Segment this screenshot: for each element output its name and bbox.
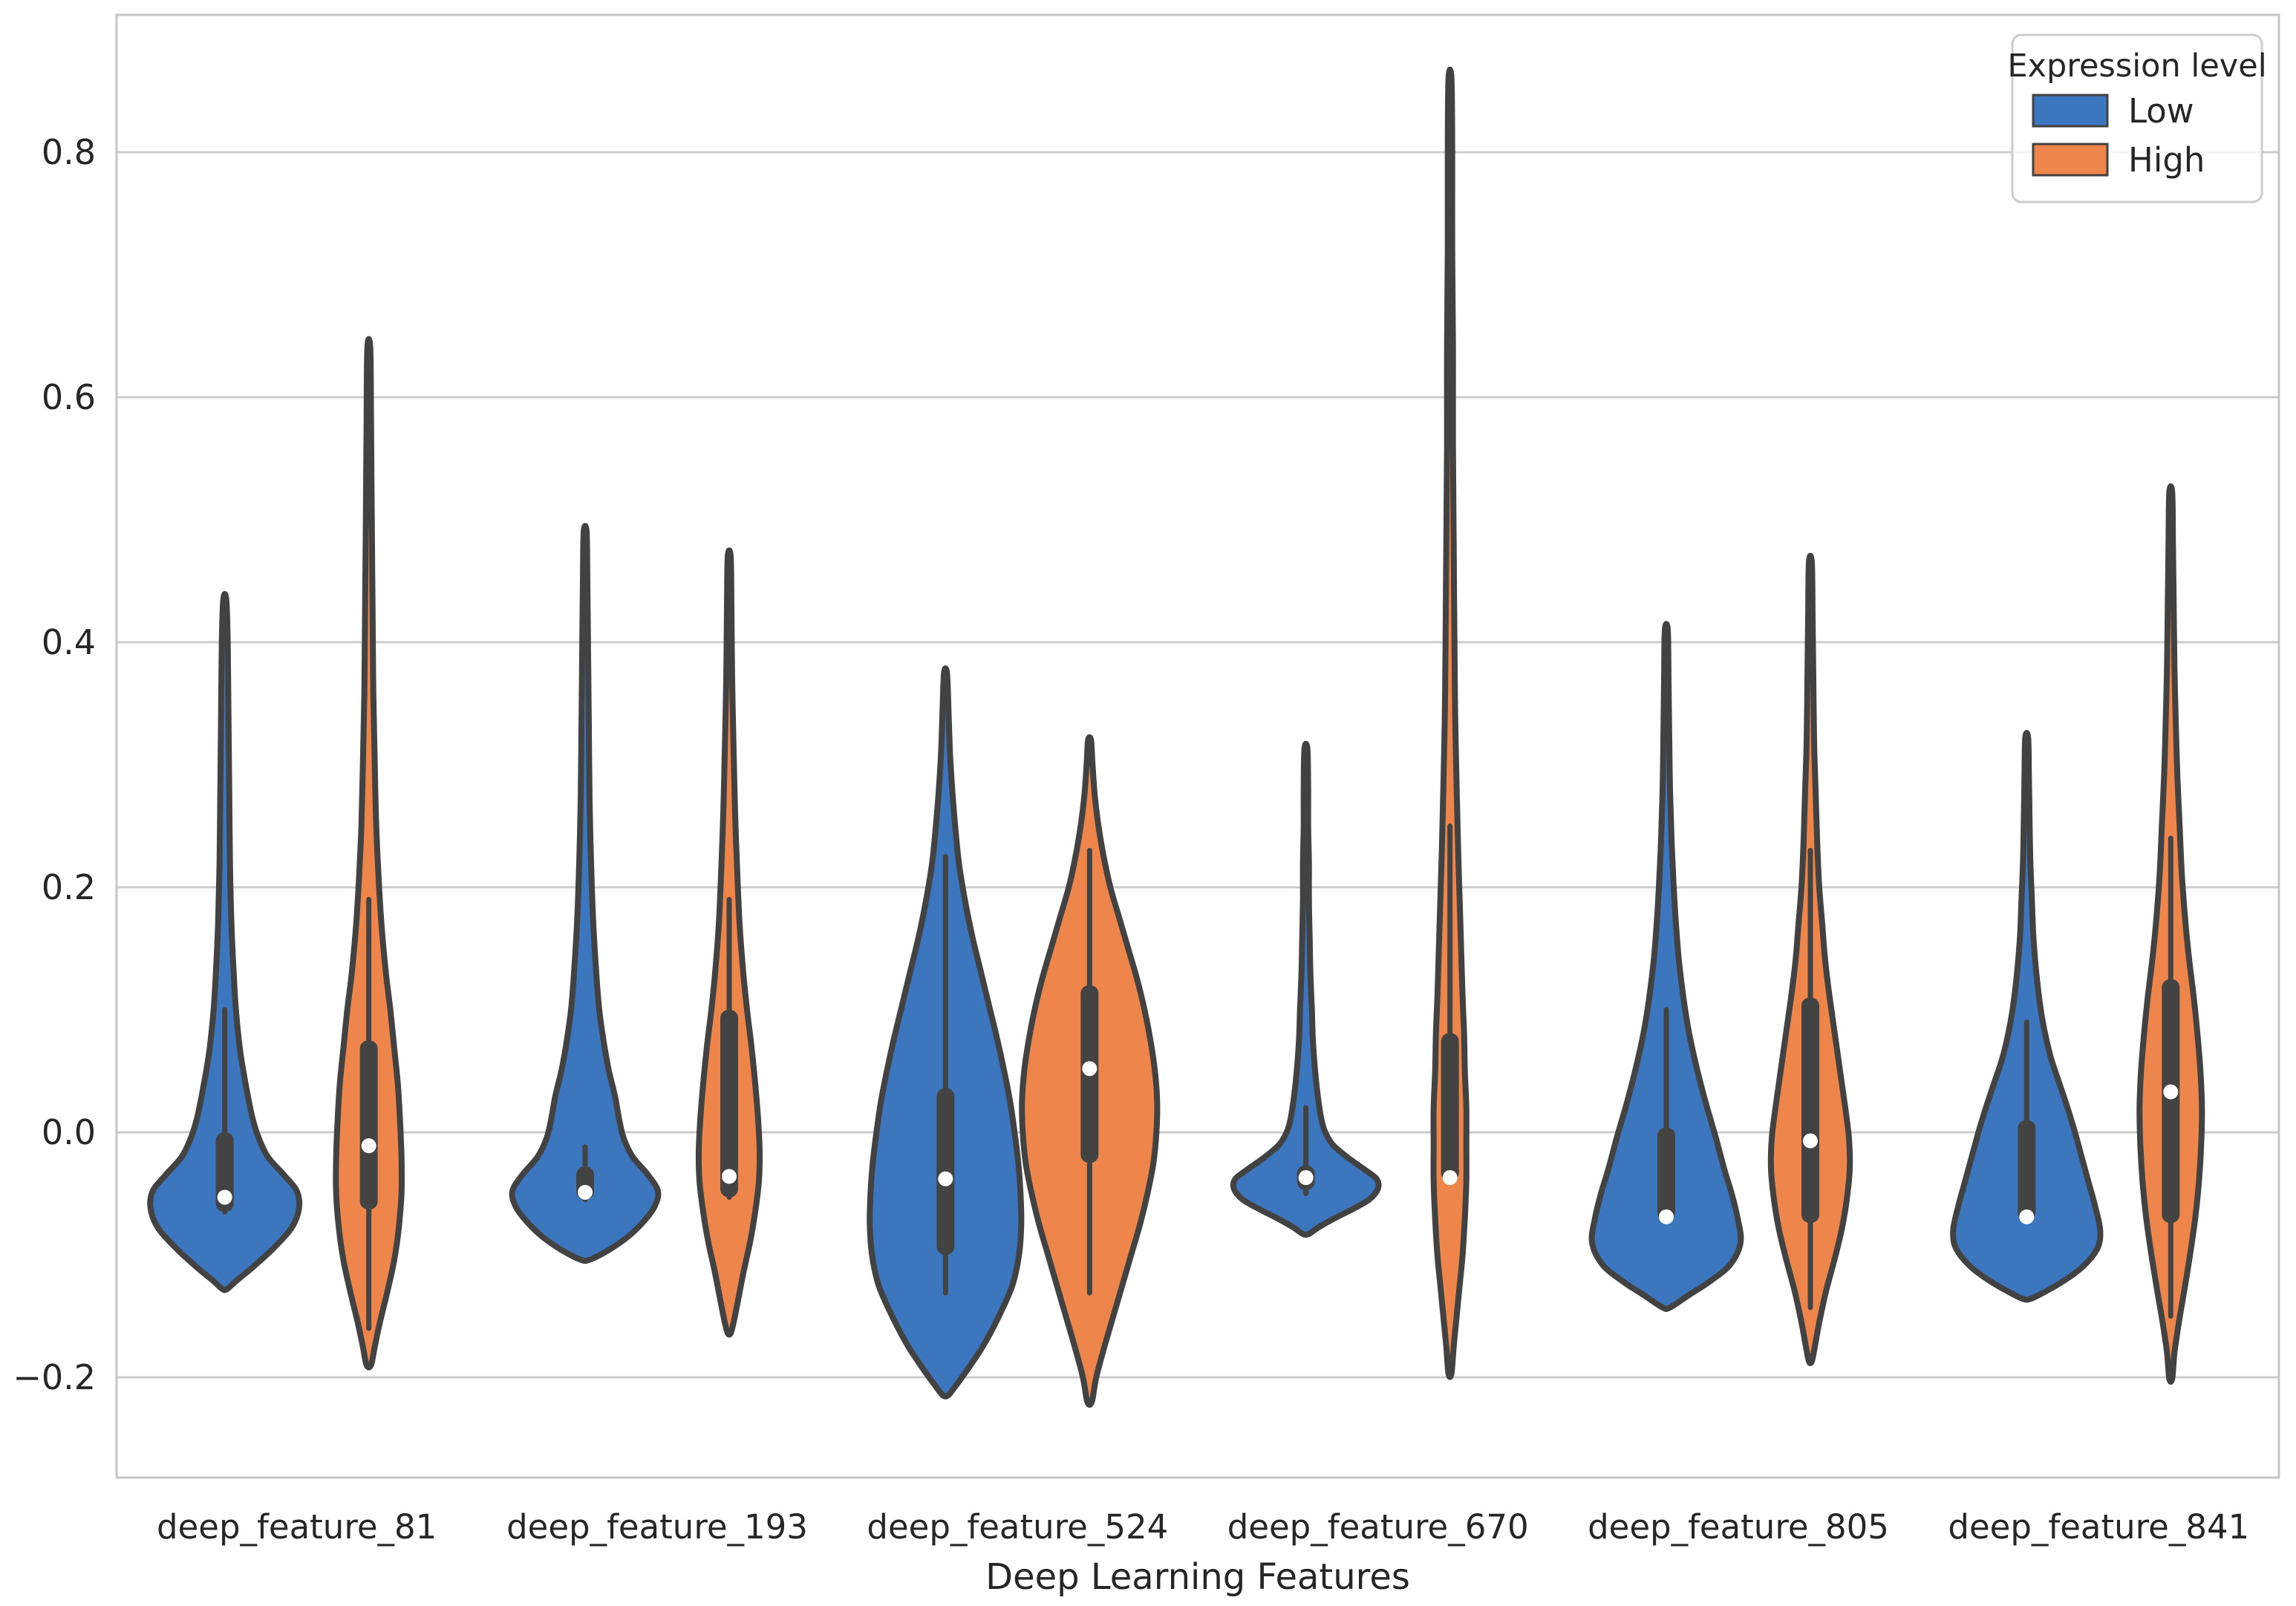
x-tick-label: deep_feature_805 (1588, 1507, 1889, 1547)
y-tick-label: 0.4 (42, 622, 96, 662)
violin-body (1950, 730, 2104, 1303)
violin-deep_feature_81-low (147, 591, 303, 1293)
violin-deep_feature_193-low (509, 523, 662, 1264)
median-dot (1659, 1209, 1674, 1224)
y-tick-label: 0.0 (42, 1112, 96, 1152)
median-dot (1442, 1170, 1458, 1186)
x-tick-label: deep_feature_81 (157, 1507, 437, 1547)
plot-border (115, 13, 2280, 1479)
iqr-box (359, 1040, 378, 1210)
median-dot (2019, 1209, 2035, 1224)
violin-deep_feature_805-low (1588, 621, 1744, 1312)
median-dot (2163, 1084, 2179, 1100)
median-dot (722, 1169, 737, 1184)
violin-body (509, 523, 662, 1264)
x-tick-label: deep_feature_841 (1948, 1507, 2249, 1547)
iqr-box (1441, 1033, 1459, 1181)
violin-deep_feature_670-high (1430, 66, 1470, 1380)
legend: Expression level Low High (2007, 33, 2267, 203)
legend-title: Expression level (2007, 48, 2266, 85)
violin-deep_feature_524-high (1019, 734, 1161, 1408)
violin-body (1230, 740, 1382, 1238)
median-dot (217, 1189, 232, 1205)
iqr-box (2018, 1120, 2036, 1221)
iqr-box (2162, 979, 2180, 1224)
median-dot (361, 1138, 376, 1154)
violin-body (1588, 621, 1744, 1312)
violin-deep_feature_805-high (1767, 552, 1853, 1366)
plot-background (117, 15, 2279, 1478)
median-dot (1803, 1133, 1818, 1149)
median-dot (578, 1184, 593, 1200)
x-tick-label: deep_feature_670 (1227, 1507, 1529, 1547)
median-dot (938, 1171, 953, 1186)
iqr-box (720, 1010, 738, 1198)
legend-swatch-low (2032, 94, 2109, 128)
median-dot (1298, 1170, 1314, 1186)
median-dot (1082, 1061, 1098, 1077)
violin-deep_feature_193-high (695, 547, 763, 1338)
violin-deep_feature_670-low (1230, 740, 1382, 1238)
legend-swatch-high (2032, 143, 2109, 177)
y-tick-label: 0.2 (42, 867, 96, 907)
iqr-box (1657, 1127, 1675, 1221)
legend-label-low: Low (2128, 91, 2194, 131)
violin-deep_feature_524-low (867, 665, 1025, 1400)
x-tick-label: deep_feature_524 (867, 1507, 1168, 1547)
iqr-box (1801, 997, 1819, 1224)
y-tick-label: 0.6 (42, 377, 96, 417)
legend-label-high: High (2128, 140, 2205, 180)
violin-body (333, 336, 405, 1371)
x-tick-label: deep_feature_193 (506, 1507, 808, 1547)
y-tick-label: −0.2 (13, 1357, 96, 1397)
violin-deep_feature_841-high (2136, 483, 2205, 1385)
x-axis-label: Deep Learning Features (985, 1556, 1410, 1598)
violin-deep_feature_841-low (1950, 730, 2104, 1303)
violin-body (147, 591, 303, 1293)
violin-deep_feature_81-high (333, 336, 405, 1371)
y-tick-label: 0.8 (42, 132, 96, 172)
